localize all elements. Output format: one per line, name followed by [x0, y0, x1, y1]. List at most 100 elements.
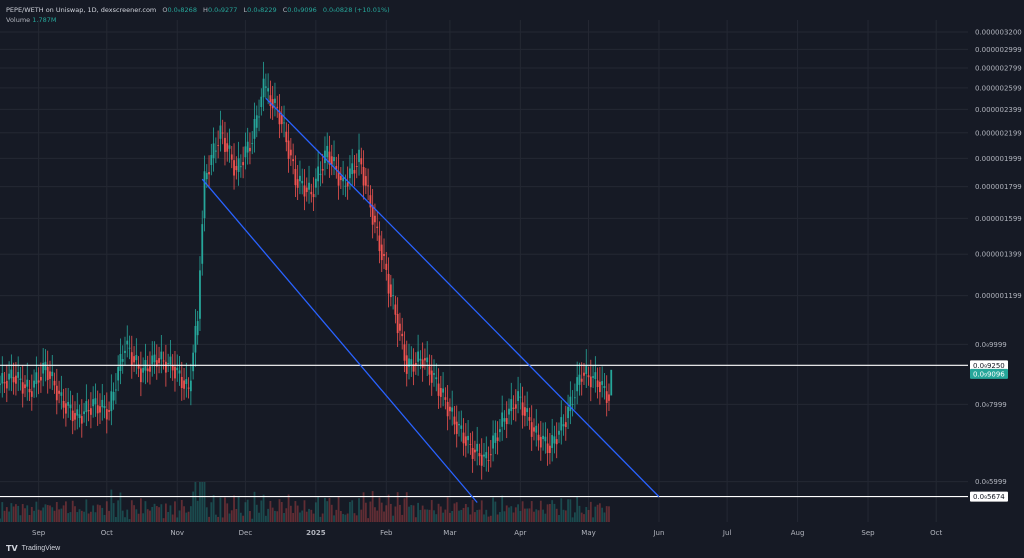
candle-body	[546, 443, 549, 454]
candle-body	[374, 215, 376, 223]
candle-body	[26, 379, 29, 387]
volume-bar	[214, 514, 217, 522]
volume-bar	[0, 518, 1, 522]
x-tick-label: Mar	[443, 529, 456, 537]
candle-body	[542, 435, 544, 440]
candle-body	[19, 378, 22, 381]
candle-body	[278, 110, 281, 125]
volume-bar	[230, 510, 233, 522]
volume-bar	[285, 508, 288, 522]
volume-bar	[337, 496, 340, 522]
volume-bar	[460, 509, 463, 522]
candle-body	[299, 175, 301, 182]
volume-bar	[544, 513, 547, 522]
candle-body-last	[610, 369, 613, 396]
candle-body	[146, 368, 149, 372]
candle-body	[524, 407, 526, 416]
candle-body	[408, 358, 410, 367]
candle-body	[521, 402, 524, 416]
volume-bar	[292, 512, 295, 522]
candle-body	[462, 432, 465, 444]
candle-body	[101, 399, 104, 408]
volume-bar	[67, 513, 70, 522]
candle-body	[435, 377, 438, 380]
candle-body	[64, 403, 67, 414]
volume-bar	[458, 510, 460, 522]
candle-body	[237, 158, 240, 173]
candle-body	[349, 168, 351, 179]
volume-bar	[514, 507, 517, 522]
volume-bar	[537, 510, 540, 522]
volume-bar	[258, 512, 260, 522]
chart-legend-ohlc: PEPE/WETH on Uniswap, 1D, dexscreener.co…	[6, 6, 394, 14]
candle-body	[255, 115, 258, 128]
candle-body	[167, 363, 170, 364]
volume-bar	[596, 504, 599, 522]
volume-bar	[42, 507, 45, 522]
candle-body	[446, 401, 449, 417]
volume-bar	[430, 500, 433, 522]
volume-bar	[60, 508, 63, 522]
volume-bar	[289, 505, 292, 522]
candle-body	[467, 435, 469, 441]
candle-body	[249, 147, 251, 152]
volume-bar	[314, 502, 317, 522]
candle-body	[28, 388, 31, 393]
volume-bar	[5, 507, 8, 522]
price-label-box	[970, 360, 1008, 371]
volume-bar	[462, 507, 465, 522]
volume-bar	[394, 506, 397, 522]
volume-bar	[146, 509, 149, 522]
candle-body	[439, 388, 442, 397]
volume-bar	[105, 501, 108, 522]
candle-body	[362, 166, 365, 186]
volume-bar	[255, 504, 258, 522]
candle-body	[526, 408, 529, 413]
candle-body	[289, 149, 292, 156]
candle-body	[171, 365, 174, 371]
candle-body	[414, 363, 417, 365]
candle-body	[583, 372, 585, 376]
tradingview-brand[interactable]: 𝗧𝗩 TradingView	[6, 544, 60, 553]
volume-bar	[103, 514, 106, 522]
volume-bar	[108, 510, 110, 522]
volume-bar	[210, 502, 213, 522]
volume-bar	[217, 516, 220, 522]
volume-bar	[94, 512, 97, 522]
candle-body	[180, 376, 183, 388]
volume-bar	[517, 504, 519, 522]
volume-bar	[419, 509, 422, 522]
volume-bar	[219, 497, 222, 522]
candle-body	[246, 141, 249, 153]
volume-bar	[435, 514, 438, 522]
candle-body	[276, 106, 279, 108]
volume-bar	[335, 509, 338, 522]
candle-body	[210, 154, 213, 166]
candle-body	[510, 399, 513, 412]
volume-bar	[326, 501, 329, 522]
volume-bar	[542, 509, 544, 522]
candle-body	[553, 436, 556, 444]
legend-high: 0.0₉9277	[207, 6, 238, 14]
volume-bar	[546, 504, 549, 522]
volume-bar	[564, 510, 567, 522]
candle-body	[1, 373, 4, 384]
candle-body	[228, 145, 231, 149]
candle-body	[178, 370, 181, 374]
volume-bar	[405, 492, 408, 522]
candle-body	[492, 435, 494, 449]
tradingview-logo-icon: 𝗧𝗩	[6, 544, 18, 553]
candle-body	[292, 159, 295, 162]
volume-bar	[428, 509, 431, 522]
volume-bar	[58, 509, 60, 522]
candle-body	[60, 392, 63, 396]
volume-bar	[567, 499, 569, 522]
volume-bar	[192, 491, 195, 522]
candle-body	[221, 132, 224, 134]
volume-bar	[142, 513, 145, 522]
candle-body	[33, 380, 35, 388]
channel-line-upper	[265, 97, 660, 498]
volume-bar	[62, 505, 65, 522]
candle-body	[203, 171, 206, 219]
